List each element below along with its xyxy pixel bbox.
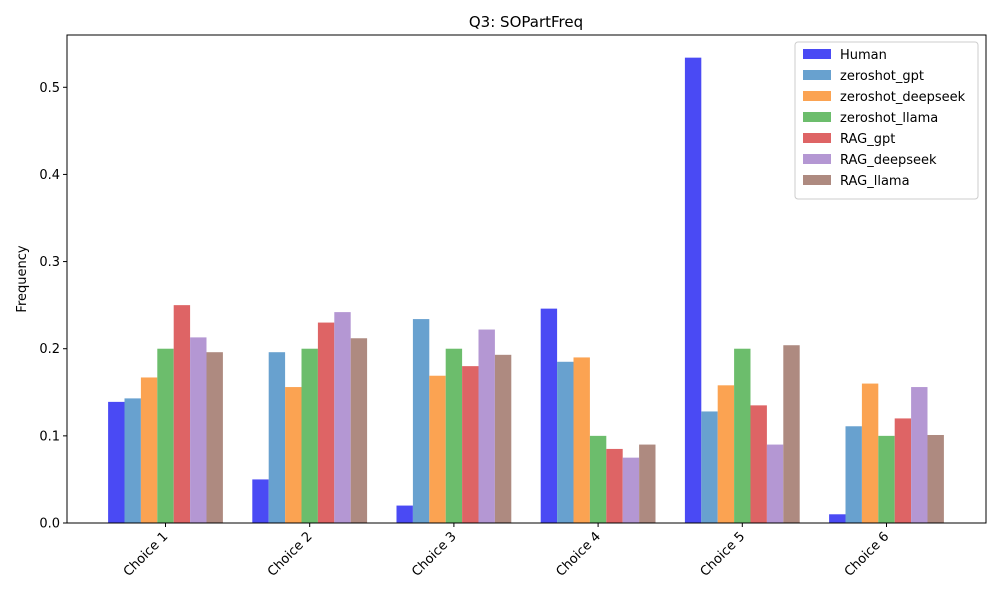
y-tick-label: 0.5 [39,81,60,96]
x-tick-label: Choice 4 [553,529,604,580]
bar-zeroshot-deepseek-5 [717,385,735,523]
bar-zeroshot-llama-4 [589,435,607,523]
y-tick-label: 0.0 [39,517,60,532]
legend-swatch [803,70,831,80]
legend-swatch [803,133,831,143]
legend-label: Human [840,48,887,63]
bar-rag-deepseek-2 [334,312,351,523]
x-tick-label: Choice 3 [409,529,460,580]
bar-rag-llama-6 [927,434,944,523]
bar-rag-llama-2 [350,338,368,523]
bar-zeroshot-deepseek-6 [861,383,879,523]
bar-zeroshot-gpt-6 [845,426,862,523]
x-axis-ticks: Choice 1 Choice 2 Choice 3 Choice 4 Choice 5… [121,523,893,580]
bar-zeroshot-deepseek-1 [140,377,158,523]
bar-rag-deepseek-3 [478,329,495,523]
bar-rag-deepseek-5 [766,444,784,523]
y-tick-label: 0.3 [39,255,60,270]
bar-human-4 [540,308,558,523]
y-tick-label: 0.1 [39,429,60,444]
x-tick-label: Choice 1 [121,529,172,580]
bar-zeroshot-deepseek-2 [285,387,302,523]
legend-swatch [803,49,831,59]
bar-human-2 [252,479,269,523]
bar-zeroshot-deepseek-3 [429,375,446,523]
legend-label: RAG_llama [840,174,910,189]
bar-rag-llama-5 [783,345,800,523]
legend: Human zeroshot_gpt zeroshot_deepseekzerosh… [794,41,979,200]
bar-rag-gpt-2 [317,322,335,523]
x-tick-label: Choice 2 [265,529,316,580]
legend-swatch [803,112,831,122]
bar-rag-gpt-1 [173,305,191,523]
legend-label: RAG_deepseek [840,153,937,168]
bar-rag-deepseek-4 [622,457,640,523]
bar-zeroshot-gpt-5 [701,411,718,523]
plot-frame [66,34,987,524]
bar-zeroshot-llama-2 [301,348,318,523]
bar-zeroshot-llama-1 [157,348,174,523]
y-axis-ticks: 0.0 0.1 0.2 0.3 0.4 0.5 [39,81,67,532]
bar-human-6 [829,514,846,523]
y-axis-label: Frequency [15,245,30,312]
x-tick-label: Choice 6 [842,529,893,580]
legend-label: zeroshot_deepseek [840,90,966,105]
bar-zeroshot-llama-6 [878,435,895,523]
y-tick-label: 0.4 [39,168,60,183]
bar-zeroshot-gpt-3 [412,319,430,523]
legend-label: RAG_gpt [840,132,895,147]
bar-rag-llama-3 [494,354,512,523]
bar-zeroshot-gpt-4 [557,361,574,523]
bar-rag-gpt-6 [894,418,912,523]
bar-human-5 [684,57,702,524]
bar-human-3 [396,505,413,523]
bar-zeroshot-deepseek-4 [573,357,590,523]
legend-swatch [803,175,831,185]
bar-zeroshot-gpt-2 [268,352,286,523]
legend-label: zeroshot_llama [840,111,938,126]
bar-rag-deepseek-6 [911,387,928,523]
bar-zeroshot-llama-5 [734,348,751,523]
bar-rag-gpt-4 [606,448,623,523]
legend-swatch [803,91,831,101]
bar-human-1 [108,401,125,523]
x-tick-label: Choice 5 [698,529,749,580]
chart-title: Q3: SOPartFreq [469,13,583,31]
bars-group [108,57,944,524]
y-tick-label: 0.2 [39,342,60,357]
legend-swatch [803,154,831,164]
legend-box [794,41,979,200]
bar-rag-gpt-5 [750,405,767,523]
bar-rag-gpt-3 [462,366,479,523]
bar-rag-llama-1 [206,352,223,523]
bar-rag-llama-4 [639,444,656,523]
bar-zeroshot-gpt-1 [124,398,141,523]
bar-rag-deepseek-1 [190,337,207,523]
bar-zeroshot-llama-3 [445,348,463,523]
legend-label: zeroshot_gpt [840,69,924,84]
